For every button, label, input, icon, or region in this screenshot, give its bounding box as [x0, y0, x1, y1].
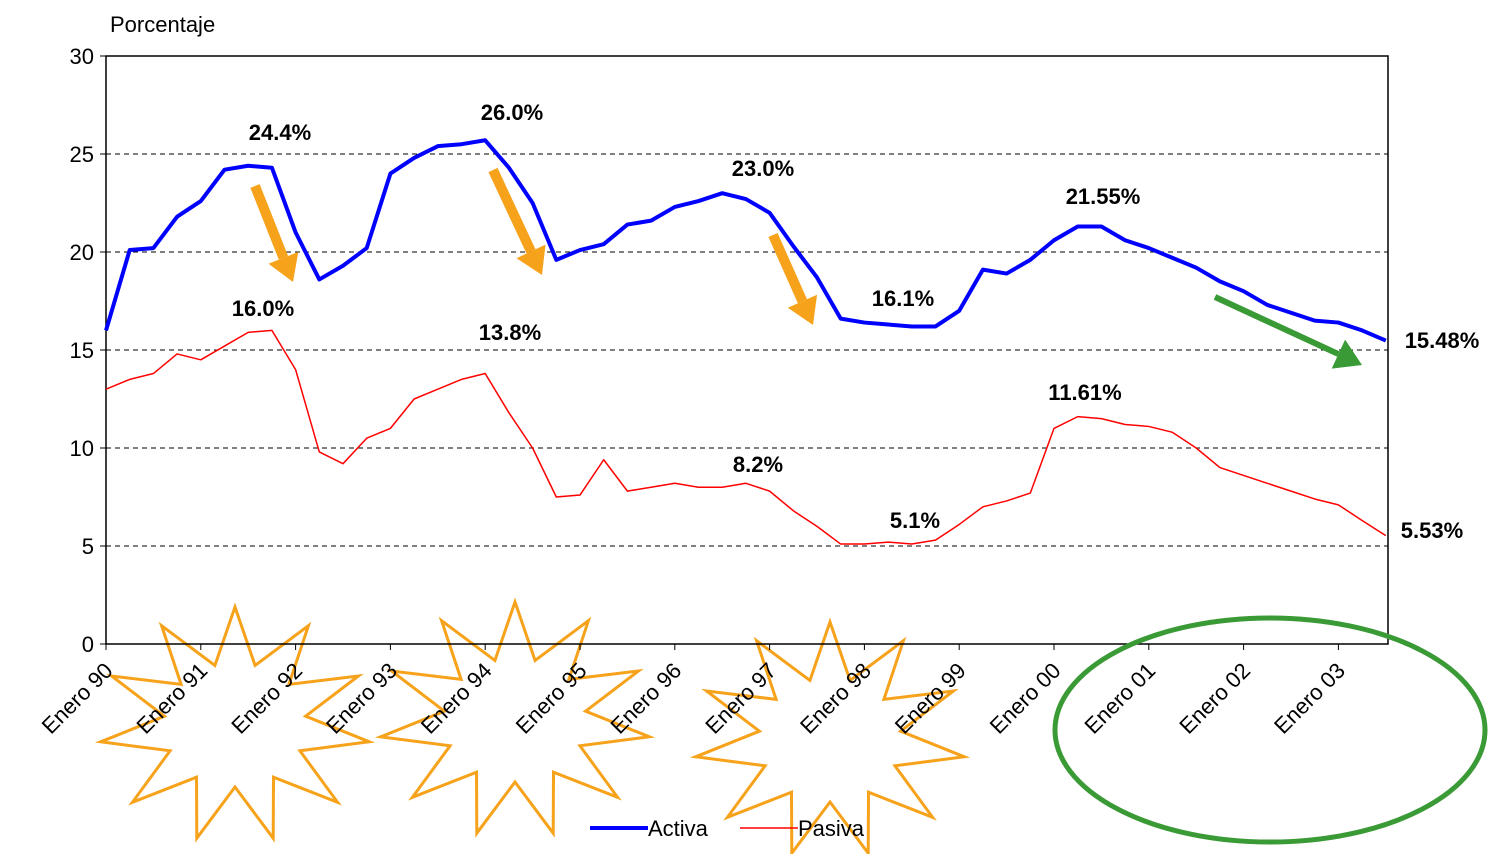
annotation: 16.0%	[232, 296, 294, 321]
arrow-head	[516, 244, 546, 275]
x-tick-label: Enero 98	[795, 658, 876, 739]
x-tick-label: Enero 90	[37, 658, 118, 739]
star-burst	[689, 617, 971, 854]
x-tick-label: Enero 96	[606, 658, 687, 739]
legend-label: Pasiva	[798, 816, 865, 841]
y-tick-label: 5	[82, 534, 94, 559]
annotation: 13.8%	[479, 320, 541, 345]
star-burst	[94, 602, 376, 843]
y-tick-label: 0	[82, 632, 94, 657]
annotation: 24.4%	[249, 120, 311, 145]
arrow-head	[268, 251, 299, 282]
arrow-shaft	[1213, 294, 1340, 357]
y-tick-label: 25	[70, 142, 94, 167]
arrow-shaft	[768, 232, 808, 304]
x-tick-label: Enero 92	[226, 658, 307, 739]
annotation: 23.0%	[732, 156, 794, 181]
series-line	[104, 138, 1387, 343]
y-axis-label: Porcentaje	[110, 12, 215, 37]
annotation: 11.61%	[1048, 380, 1121, 405]
annotation: 16.1%	[872, 286, 934, 311]
y-tick-label: 15	[70, 338, 94, 363]
arrow-head	[1331, 339, 1362, 369]
arrow-shaft	[250, 184, 289, 260]
annotation: 15.48%	[1405, 328, 1480, 353]
x-tick-label: Enero 02	[1174, 658, 1255, 739]
arrow-head	[787, 294, 818, 325]
y-tick-label: 10	[70, 436, 94, 461]
highlight-ellipse	[1052, 615, 1488, 845]
legend-label: Activa	[648, 816, 709, 841]
arrow-shaft	[488, 167, 536, 254]
annotation: 8.2%	[733, 452, 783, 477]
annotation: 21.55%	[1066, 184, 1141, 209]
x-tick-label: Enero 95	[511, 658, 592, 739]
x-tick-label: Enero 93	[321, 658, 402, 739]
annotation: 5.1%	[890, 508, 940, 533]
x-tick-label: Enero 91	[132, 658, 213, 739]
x-tick-label: Enero 03	[1269, 658, 1350, 739]
series-line	[105, 329, 1387, 545]
star-burst	[374, 597, 656, 838]
annotation: 26.0%	[481, 100, 543, 125]
decorations	[94, 597, 971, 854]
annotation: 5.53%	[1401, 518, 1463, 543]
y-tick-label: 20	[70, 240, 94, 265]
y-tick-label: 30	[70, 44, 94, 69]
